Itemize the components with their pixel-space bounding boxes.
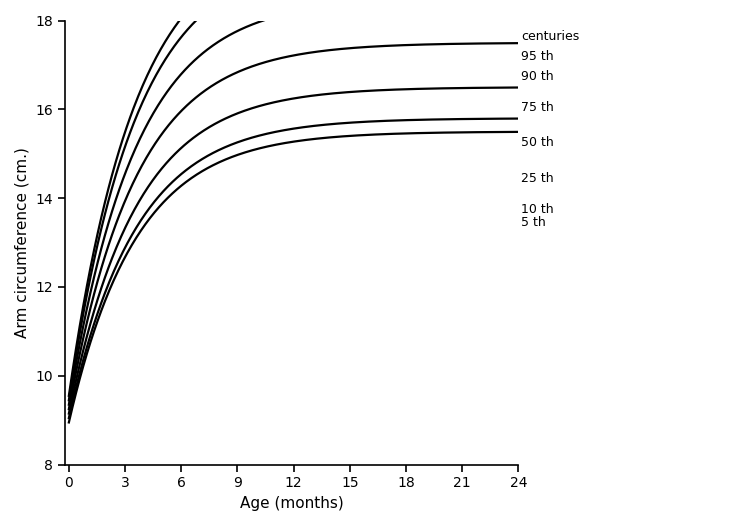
Text: centuries: centuries <box>522 29 580 43</box>
X-axis label: Age (months): Age (months) <box>240 496 344 511</box>
Text: 5 th: 5 th <box>522 216 546 229</box>
Text: 95 th: 95 th <box>522 49 554 63</box>
Y-axis label: Arm circumference (cm.): Arm circumference (cm.) <box>15 147 30 338</box>
Text: 50 th: 50 th <box>522 136 554 149</box>
Text: 10 th: 10 th <box>522 203 554 216</box>
Text: 90 th: 90 th <box>522 69 554 83</box>
Text: 25 th: 25 th <box>522 171 554 185</box>
Text: 75 th: 75 th <box>522 100 554 114</box>
